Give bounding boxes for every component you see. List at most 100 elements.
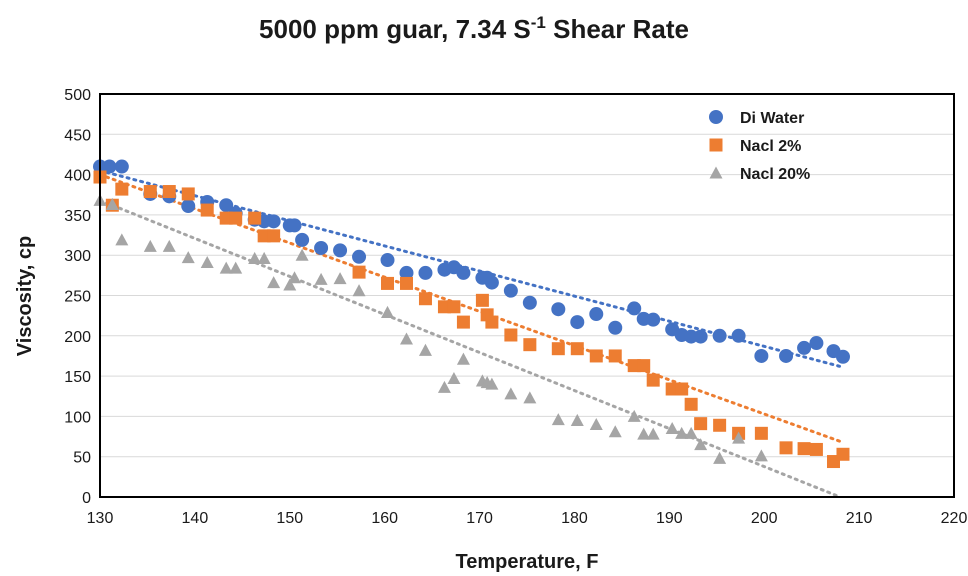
data-point xyxy=(352,284,366,297)
data-point xyxy=(314,240,329,255)
trendlines xyxy=(98,169,842,499)
chart-title-main: 5000 ppm guar, 7.34 S xyxy=(259,14,531,44)
data-point xyxy=(589,307,604,322)
chart-title-suffix: Shear Rate xyxy=(546,14,689,44)
data-point xyxy=(381,305,395,318)
data-point xyxy=(399,265,414,280)
legend-marker xyxy=(709,110,723,124)
data-point xyxy=(257,251,271,264)
data-point xyxy=(570,342,584,356)
x-tick-label: 190 xyxy=(656,510,683,527)
data-point xyxy=(115,233,129,246)
data-point xyxy=(181,199,196,214)
data-point xyxy=(835,349,850,364)
data-point xyxy=(522,295,537,310)
data-point xyxy=(102,159,117,174)
data-point xyxy=(684,397,698,411)
data-point xyxy=(105,197,119,210)
data-point xyxy=(115,182,129,196)
y-tick-label: 150 xyxy=(64,369,91,386)
data-point xyxy=(754,426,768,440)
data-point xyxy=(288,271,302,284)
data-point xyxy=(456,315,470,329)
data-point xyxy=(675,382,689,396)
data-point xyxy=(287,218,302,233)
y-tick-label: 400 xyxy=(64,168,91,185)
data-point xyxy=(381,276,395,290)
legend-label: Di Water xyxy=(740,110,804,127)
legend-marker xyxy=(709,138,723,152)
data-point xyxy=(809,336,824,351)
data-point xyxy=(694,438,708,451)
data-point xyxy=(380,253,395,268)
y-tick-label: 450 xyxy=(64,127,91,144)
data-point xyxy=(295,248,309,261)
x-tick-label: 140 xyxy=(182,510,209,527)
data-point xyxy=(162,239,176,252)
data-point xyxy=(551,342,565,356)
series-2-points xyxy=(93,170,850,469)
data-point xyxy=(485,315,499,329)
trendline-series-3 xyxy=(98,198,842,499)
data-point xyxy=(809,442,823,456)
data-point xyxy=(484,275,499,290)
x-tick-label: 160 xyxy=(371,510,398,527)
data-point xyxy=(732,431,746,444)
data-point xyxy=(162,185,176,199)
data-point xyxy=(523,338,537,352)
data-point xyxy=(523,391,537,404)
data-point xyxy=(418,343,432,356)
data-point xyxy=(485,377,499,390)
data-point xyxy=(333,272,347,285)
y-axis-title: Viscosity, cp xyxy=(14,236,36,356)
data-point xyxy=(181,251,195,264)
data-point xyxy=(589,349,603,363)
data-point xyxy=(283,278,297,291)
data-point xyxy=(570,413,584,426)
data-point xyxy=(693,329,708,344)
data-point xyxy=(504,387,518,400)
data-point xyxy=(836,447,850,461)
data-point xyxy=(333,243,348,258)
y-tick-label: 200 xyxy=(64,329,91,346)
y-tick-label: 100 xyxy=(64,409,91,426)
legend-marker xyxy=(709,166,723,179)
chart-title-superscript: -1 xyxy=(531,13,546,32)
data-point xyxy=(503,283,518,298)
data-point xyxy=(314,272,328,285)
legend-item-1: Di Water xyxy=(709,110,804,127)
x-tick-label: 210 xyxy=(846,510,873,527)
gridlines xyxy=(100,133,954,458)
data-point xyxy=(646,427,660,440)
data-point xyxy=(219,198,234,213)
y-tick-label: 500 xyxy=(64,87,91,104)
data-point xyxy=(229,211,243,225)
data-point xyxy=(779,348,794,363)
x-tick-label: 170 xyxy=(466,510,493,527)
data-point xyxy=(418,292,432,306)
data-point xyxy=(684,426,698,439)
trendline-series-2 xyxy=(98,173,842,443)
data-point xyxy=(399,276,413,290)
data-point xyxy=(627,409,641,422)
x-tick-label: 220 xyxy=(941,510,968,527)
data-point xyxy=(570,315,585,330)
legend-item-2: Nacl 2% xyxy=(709,138,801,155)
data-point xyxy=(627,301,642,316)
data-point xyxy=(646,312,661,327)
legend-label: Nacl 20% xyxy=(740,166,810,183)
data-point xyxy=(797,340,812,355)
x-tick-label: 130 xyxy=(87,510,114,527)
data-point xyxy=(399,332,413,345)
data-point xyxy=(352,249,367,264)
data-point xyxy=(219,261,233,274)
data-point xyxy=(731,328,746,343)
data-point xyxy=(248,211,262,225)
data-point xyxy=(646,373,660,387)
data-point xyxy=(266,214,281,229)
data-point xyxy=(608,349,622,363)
data-points xyxy=(93,159,850,469)
data-point xyxy=(200,255,214,268)
legend: Di Water Nacl 2% Nacl 20% xyxy=(709,110,810,183)
data-point xyxy=(143,185,157,199)
